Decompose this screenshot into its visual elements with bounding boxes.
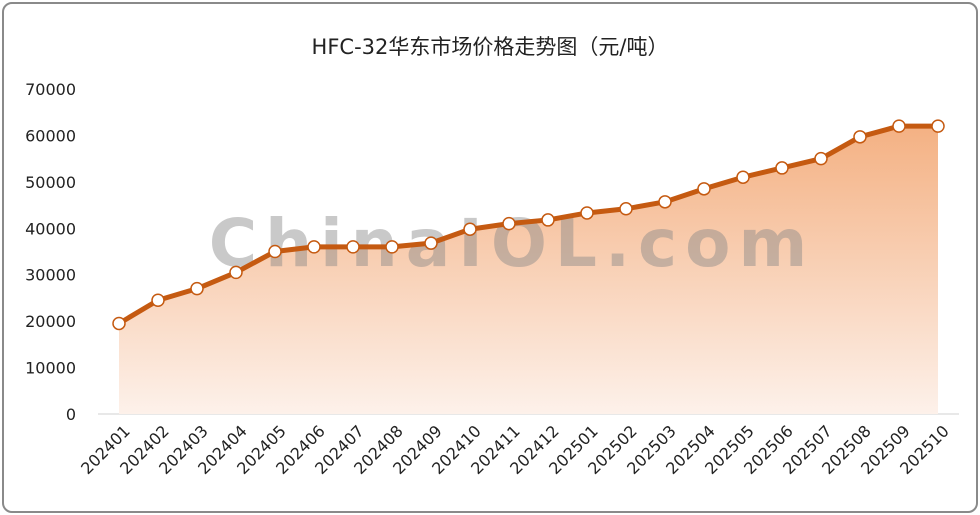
data-point [268,244,282,259]
y-tick-label: 60000 [25,126,76,145]
data-point [463,222,477,236]
data-point [502,216,516,231]
watermark: ChinaIOL.com [209,205,816,282]
data-point [658,195,672,209]
data-point [853,130,867,144]
y-tick-label: 0 [66,405,76,424]
data-point [775,161,789,175]
y-tick-label: 30000 [25,266,76,285]
data-point [112,316,126,331]
data-point [307,240,321,254]
data-point [619,202,633,216]
area-fill [119,126,938,415]
data-point [541,213,555,227]
data-point [736,170,750,184]
data-point [814,151,828,166]
series-line [117,123,938,326]
data-point [190,281,204,296]
data-point [931,119,945,133]
y-tick-label: 40000 [25,219,76,238]
data-point [892,119,906,133]
data-point [385,240,399,254]
chart: HFC-32华东市场价格走势图（元/吨） 0 10000 20000 30000 400… [25,35,959,478]
y-tick-label: 10000 [25,359,76,378]
data-point [229,265,243,280]
data-point [346,240,360,254]
y-tick-label: 20000 [25,312,76,331]
data-point [697,182,711,196]
data-point [580,206,594,220]
data-point [151,293,165,307]
y-tick-label: 50000 [25,173,76,192]
chart-title: HFC-32华东市场价格走势图（元/吨） [312,35,669,59]
y-tick-label: 70000 [25,80,76,99]
data-point [424,236,438,250]
